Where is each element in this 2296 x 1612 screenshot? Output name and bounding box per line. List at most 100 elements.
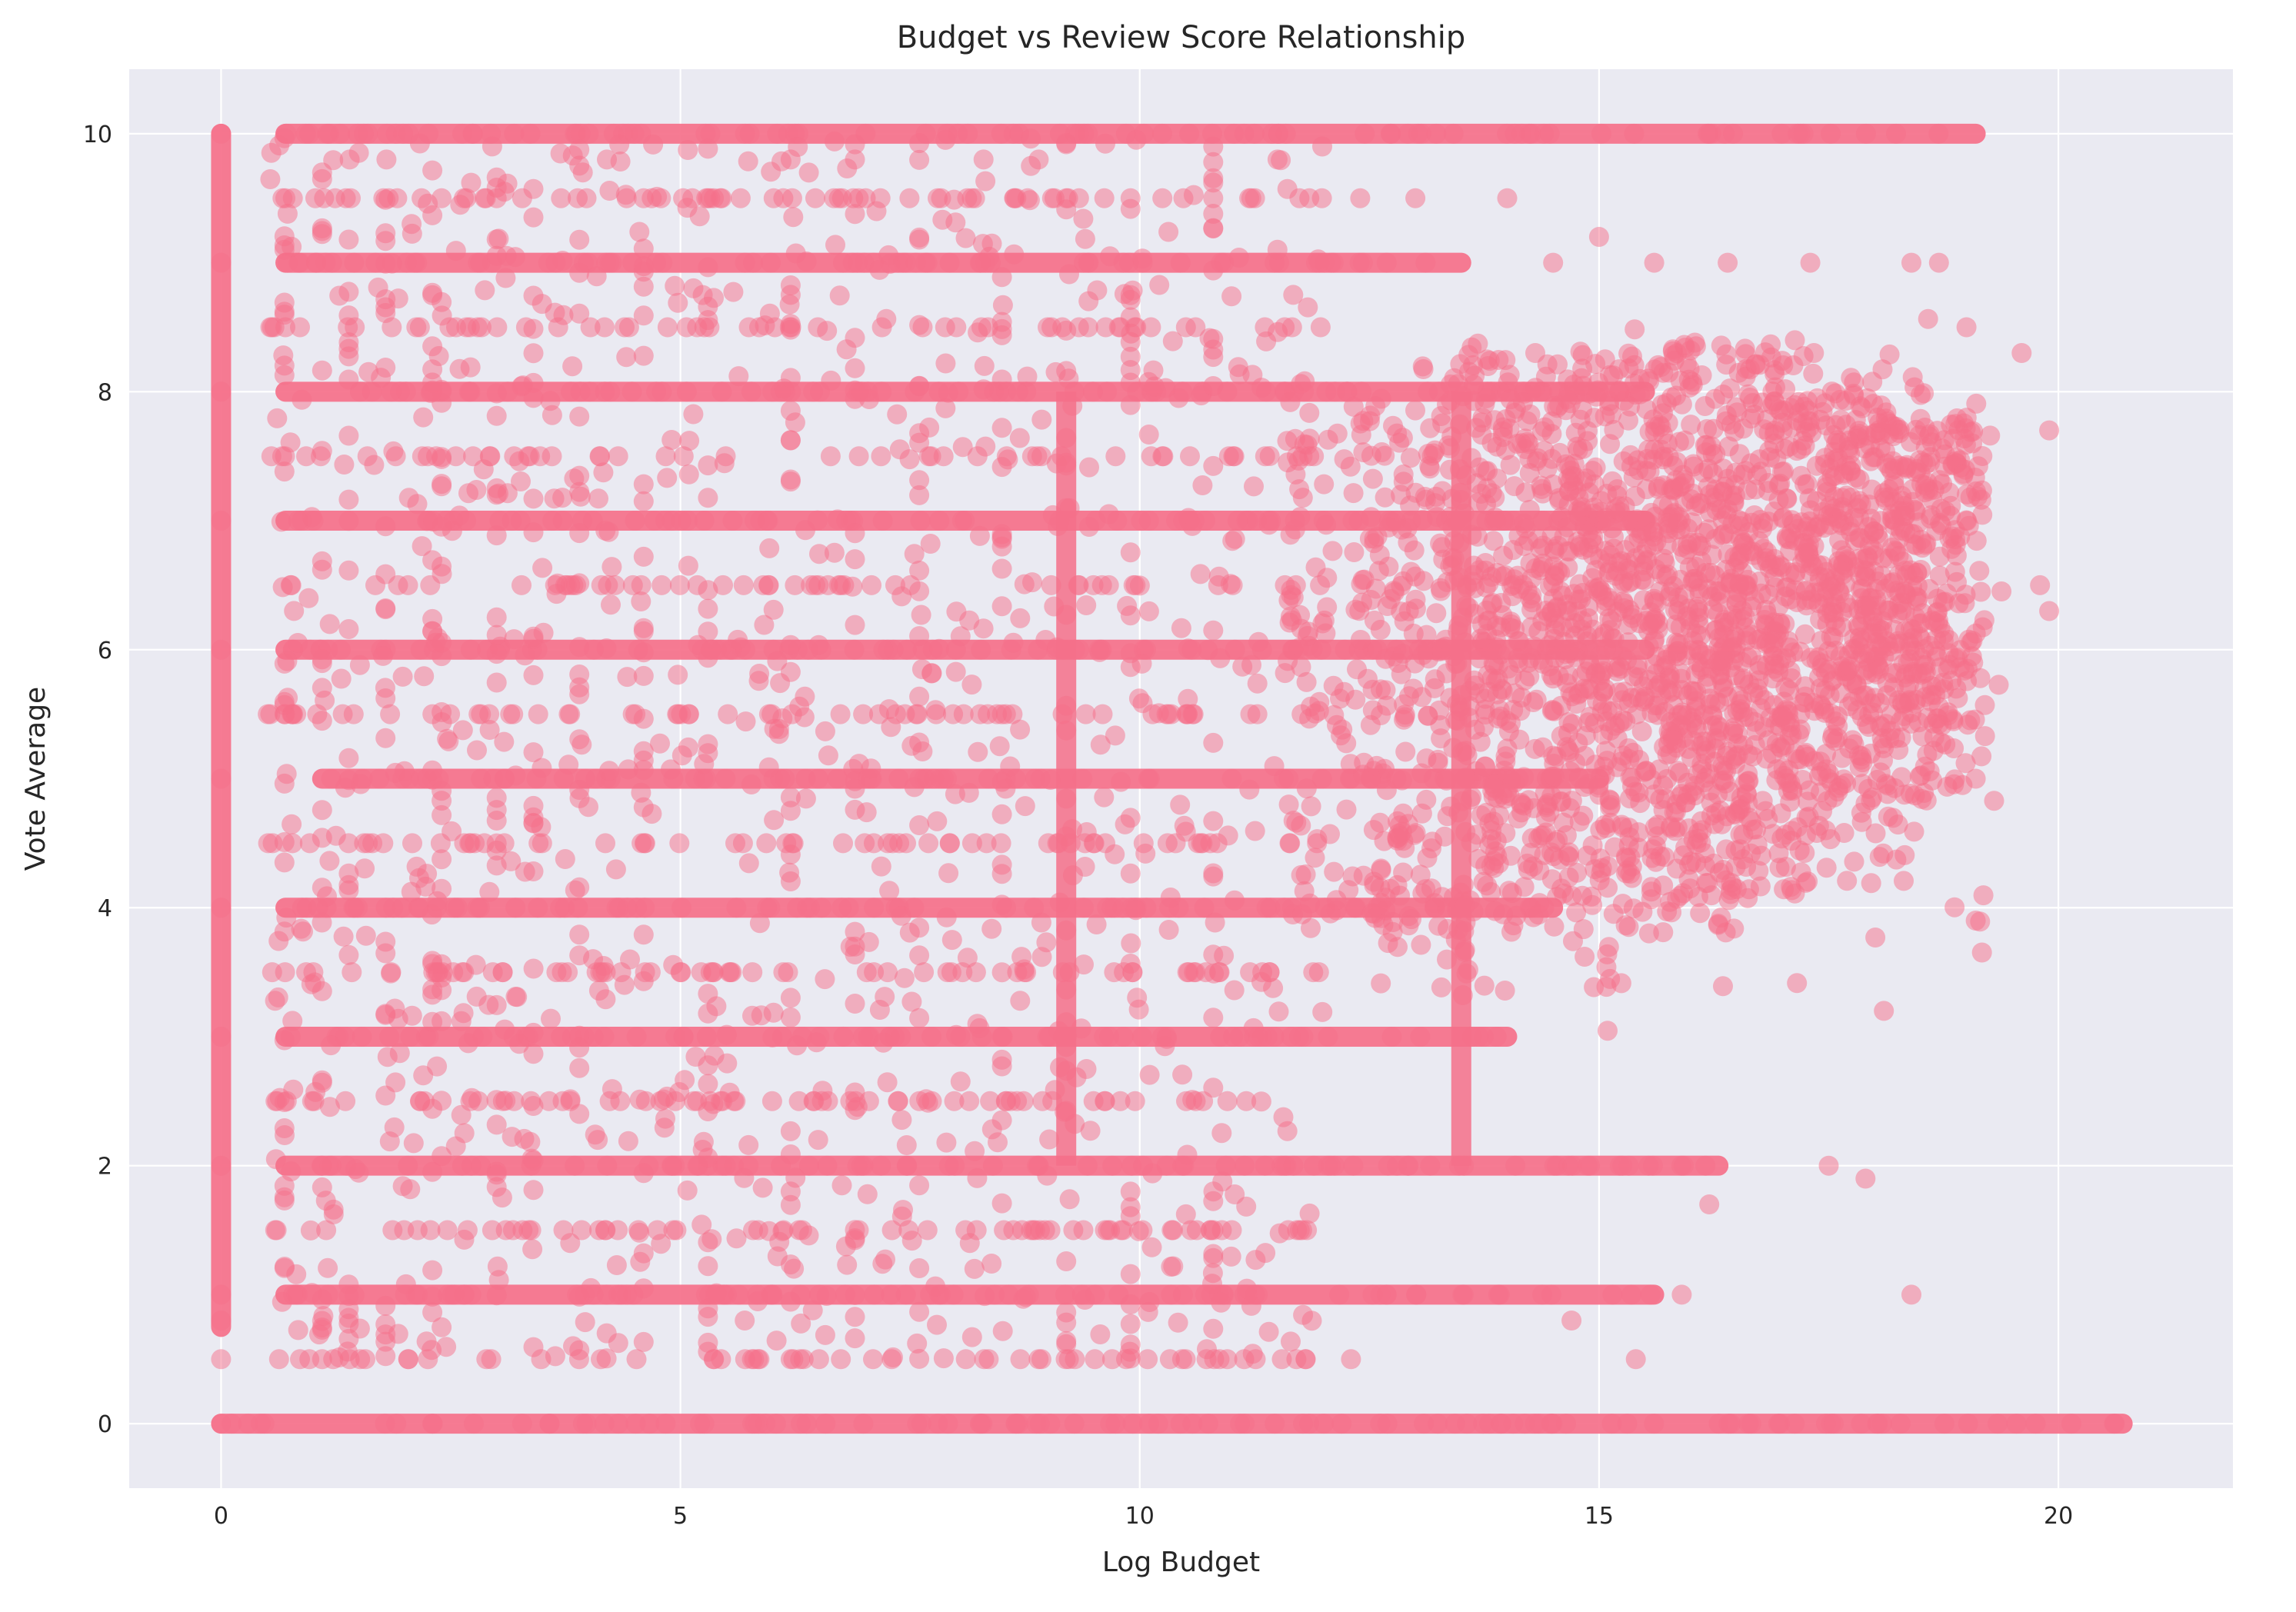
scatter-point bbox=[735, 711, 756, 732]
cluster-point bbox=[1889, 423, 1910, 444]
cluster-point bbox=[1956, 510, 1977, 531]
cluster-point bbox=[1722, 485, 1742, 506]
cluster-point bbox=[1794, 843, 1815, 863]
band-point bbox=[1674, 1155, 1694, 1176]
cluster-point bbox=[1520, 553, 1541, 574]
band-point bbox=[594, 1027, 615, 1047]
scatter-point bbox=[403, 1133, 424, 1154]
band-point bbox=[1024, 898, 1045, 918]
cluster-point bbox=[1966, 531, 1987, 551]
cluster-point bbox=[1499, 418, 1520, 439]
scatter-point bbox=[538, 1091, 559, 1111]
scatter-point bbox=[1010, 608, 1031, 628]
scatter-point bbox=[965, 962, 986, 983]
band-point bbox=[945, 1155, 965, 1176]
scatter-point bbox=[666, 1220, 687, 1241]
band-point bbox=[748, 1414, 769, 1434]
cluster-point bbox=[1834, 823, 1854, 843]
scatter-point bbox=[1237, 1278, 1257, 1299]
band-point bbox=[722, 511, 743, 531]
scatter-point bbox=[1125, 900, 1146, 921]
cluster-point bbox=[1636, 399, 1657, 420]
scatter-point bbox=[1291, 618, 1311, 639]
scatter-point bbox=[1010, 991, 1031, 1011]
scatter-point bbox=[1271, 1349, 1292, 1370]
band-point bbox=[1381, 123, 1401, 144]
band-point bbox=[392, 898, 412, 918]
cluster-point bbox=[1296, 778, 1317, 799]
scatter-point bbox=[824, 131, 845, 152]
cluster-point bbox=[1566, 902, 1587, 923]
scatter-point bbox=[1211, 1123, 1232, 1144]
cluster-point bbox=[1911, 385, 1931, 405]
scatter-point bbox=[955, 228, 976, 248]
scatter-point bbox=[392, 666, 413, 687]
scatter-point bbox=[596, 1323, 617, 1344]
scatter-point bbox=[720, 962, 741, 983]
cluster-point bbox=[1867, 624, 1888, 644]
scatter-point bbox=[706, 1283, 727, 1304]
cluster-point bbox=[1723, 721, 1744, 741]
cluster-point bbox=[1278, 794, 1299, 815]
scatter-point bbox=[743, 1220, 763, 1241]
scatter-point bbox=[1218, 446, 1239, 467]
band-point bbox=[348, 123, 368, 144]
scatter-point bbox=[959, 1091, 980, 1111]
scatter-point bbox=[1021, 128, 1041, 149]
scatter-point bbox=[383, 441, 404, 461]
scatter-point bbox=[1132, 248, 1153, 269]
scatter-point bbox=[1091, 575, 1112, 595]
scatter-point bbox=[338, 229, 359, 250]
scatter-point bbox=[976, 833, 997, 854]
band-point bbox=[504, 123, 525, 144]
scatter-point bbox=[312, 981, 332, 1001]
scatter-point bbox=[961, 674, 982, 695]
scatter-point bbox=[1221, 286, 1242, 307]
band-point bbox=[1928, 123, 1949, 144]
cluster-point bbox=[1500, 455, 1521, 475]
scatter-point bbox=[1175, 1204, 1196, 1224]
scatter-point bbox=[488, 1270, 509, 1291]
band-point bbox=[467, 898, 488, 918]
scatter-point bbox=[878, 962, 898, 983]
band-point bbox=[673, 1027, 694, 1047]
cluster-point bbox=[1758, 511, 1779, 532]
cluster-point bbox=[1532, 737, 1553, 758]
cluster-point bbox=[1862, 371, 1883, 392]
cluster-point bbox=[1515, 670, 1535, 691]
band-point bbox=[1381, 1027, 1402, 1047]
cluster-point bbox=[1928, 601, 1948, 622]
scatter-point bbox=[1280, 525, 1301, 545]
band-point bbox=[1256, 898, 1277, 918]
cluster-point bbox=[1584, 977, 1605, 998]
scatter-point bbox=[1171, 618, 1191, 638]
scatter-point bbox=[1075, 857, 1095, 877]
band-point bbox=[1934, 1414, 1954, 1434]
scatter-point bbox=[466, 986, 487, 1007]
cluster-point bbox=[1831, 748, 1852, 768]
scatter-point bbox=[1222, 531, 1243, 551]
cluster-point bbox=[1450, 354, 1471, 375]
cluster-point bbox=[1371, 679, 1391, 700]
cluster-point bbox=[1685, 785, 1705, 806]
cluster-point bbox=[1695, 843, 1715, 864]
scatter-point bbox=[677, 198, 698, 218]
band-point bbox=[982, 1155, 1003, 1176]
cluster-point bbox=[1682, 371, 1702, 392]
scatter-point bbox=[1079, 457, 1099, 478]
cluster-point bbox=[1535, 366, 1556, 387]
band-point bbox=[888, 768, 909, 789]
cluster-point bbox=[1497, 783, 1517, 804]
scatter-point bbox=[958, 782, 979, 803]
cluster-point bbox=[1477, 349, 1498, 370]
cluster-point bbox=[1324, 861, 1345, 882]
scatter-point bbox=[422, 1302, 443, 1323]
scatter-point bbox=[957, 948, 978, 968]
cluster-point bbox=[1371, 705, 1391, 725]
band-point bbox=[1345, 898, 1366, 918]
scatter-point bbox=[381, 962, 402, 983]
cluster-point bbox=[1558, 468, 1578, 489]
scatter-point bbox=[1208, 575, 1228, 595]
scatter-point bbox=[938, 863, 959, 884]
scatter-point bbox=[764, 810, 785, 831]
